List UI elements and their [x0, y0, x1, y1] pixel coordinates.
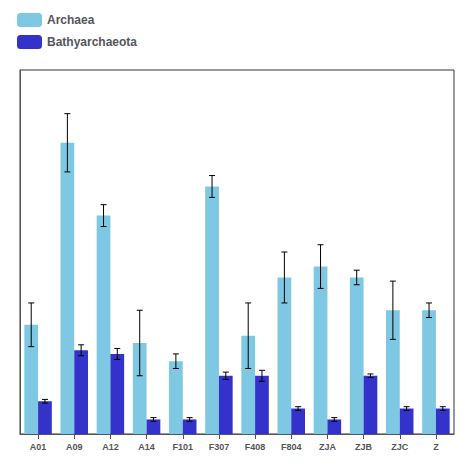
svg-text:F804: F804 [281, 442, 302, 452]
svg-text:Bathyarchaeota: Bathyarchaeota [47, 35, 137, 49]
svg-text:A01: A01 [30, 442, 47, 452]
svg-text:F101: F101 [172, 442, 193, 452]
svg-text:A12: A12 [102, 442, 119, 452]
svg-text:ZJB: ZJB [355, 442, 373, 452]
svg-text:A09: A09 [66, 442, 83, 452]
svg-text:F307: F307 [209, 442, 230, 452]
svg-text:A14: A14 [138, 442, 155, 452]
svg-text:ZJC: ZJC [391, 442, 409, 452]
svg-text:ZJA: ZJA [319, 442, 337, 452]
svg-text:F408: F408 [245, 442, 266, 452]
svg-text:Z: Z [433, 442, 439, 452]
svg-text:Archaea: Archaea [47, 13, 95, 27]
